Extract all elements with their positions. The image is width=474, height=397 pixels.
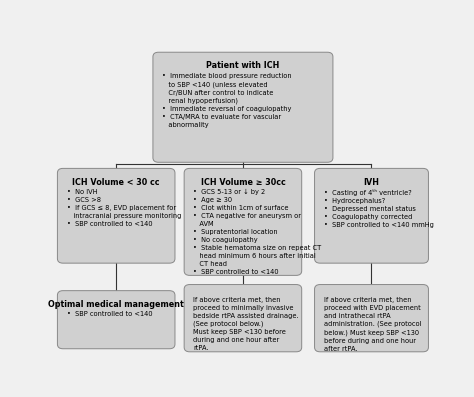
Text: If above criteria met, then
proceed with EVD placement
and intrathecal rtPA
admi: If above criteria met, then proceed with…	[324, 297, 421, 352]
Text: ICH Volume < 30 cc: ICH Volume < 30 cc	[73, 177, 160, 187]
FancyBboxPatch shape	[184, 285, 301, 352]
Text: Patient with ICH: Patient with ICH	[206, 62, 280, 70]
Text: If above criteria met, then
proceed to minimally invasive
bedside rtPA assisted : If above criteria met, then proceed to m…	[193, 297, 299, 351]
FancyBboxPatch shape	[57, 291, 175, 349]
FancyBboxPatch shape	[315, 168, 428, 263]
Text: IVH: IVH	[364, 177, 380, 187]
FancyBboxPatch shape	[184, 168, 301, 276]
Text: ICH Volume ≥ 30cc: ICH Volume ≥ 30cc	[201, 177, 285, 187]
FancyBboxPatch shape	[153, 52, 333, 162]
Text: •  No IVH
•  GCS >8
•  If GCS ≤ 8, EVD placement for
   intracranial pressure mo: • No IVH • GCS >8 • If GCS ≤ 8, EVD plac…	[66, 189, 181, 227]
FancyBboxPatch shape	[315, 285, 428, 352]
Text: •  Immediate blood pressure reduction
   to SBP <140 (unless elevated
   Cr/BUN : • Immediate blood pressure reduction to …	[162, 73, 292, 128]
FancyBboxPatch shape	[57, 168, 175, 263]
Text: •  SBP controlled to <140: • SBP controlled to <140	[66, 312, 152, 318]
Text: •  GCS 5-13 or ↓ by 2
•  Age ≥ 30
•  Clot within 1cm of surface
•  CTA negative : • GCS 5-13 or ↓ by 2 • Age ≥ 30 • Clot w…	[193, 189, 321, 275]
Text: Optimal medical management: Optimal medical management	[48, 300, 184, 309]
Text: •  Casting of 4ᵗʰ ventricle?
•  Hydrocephalus?
•  Depressed mental status
•  Coa: • Casting of 4ᵗʰ ventricle? • Hydrocepha…	[324, 189, 434, 228]
